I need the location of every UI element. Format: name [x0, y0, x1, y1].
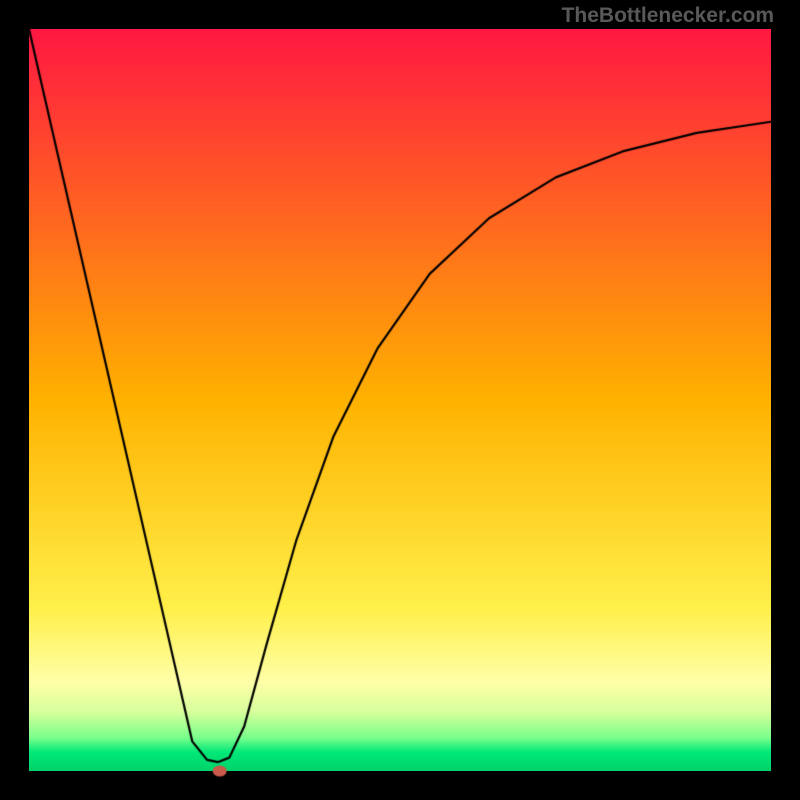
watermark-label: TheBottlenecker.com	[562, 4, 774, 28]
curve-overlay	[0, 0, 800, 800]
chart-container: TheBottlenecker.com	[0, 0, 800, 800]
